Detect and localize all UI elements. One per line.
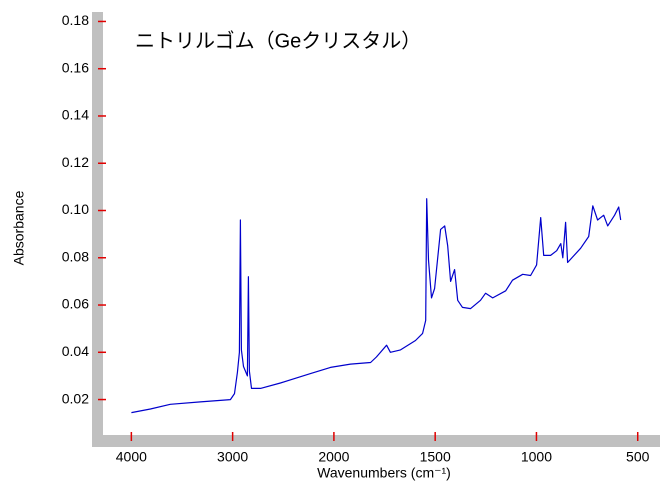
y-tick-label: 0.18 bbox=[62, 12, 89, 28]
y-tick-label: 0.12 bbox=[62, 154, 89, 170]
y-tick-label: 0.04 bbox=[62, 343, 89, 359]
y-tick-label: 0.14 bbox=[62, 107, 89, 123]
y-axis-label: Absorbance bbox=[11, 190, 27, 265]
y-tick-label: 0.16 bbox=[62, 59, 89, 75]
chart-title: ニトリルゴム（Geクリスタル） bbox=[135, 29, 421, 52]
y-axis-bar bbox=[92, 12, 103, 447]
y-tick-label: 0.02 bbox=[62, 390, 89, 406]
x-tick-label: 1000 bbox=[521, 449, 552, 465]
y-tick-label: 0.10 bbox=[62, 201, 89, 217]
y-tick-label: 0.08 bbox=[62, 248, 89, 264]
x-axis-bar bbox=[92, 435, 660, 447]
x-tick-label: 1500 bbox=[420, 449, 451, 465]
x-tick-label: 500 bbox=[626, 449, 650, 465]
y-tick-label: 0.06 bbox=[62, 296, 89, 312]
x-tick-label: 2000 bbox=[318, 449, 349, 465]
spectrum-line bbox=[131, 198, 622, 414]
x-axis-label: Wavenumbers (cm⁻¹) bbox=[317, 465, 451, 481]
x-tick-label: 4000 bbox=[116, 449, 147, 465]
x-tick-label: 3000 bbox=[217, 449, 248, 465]
